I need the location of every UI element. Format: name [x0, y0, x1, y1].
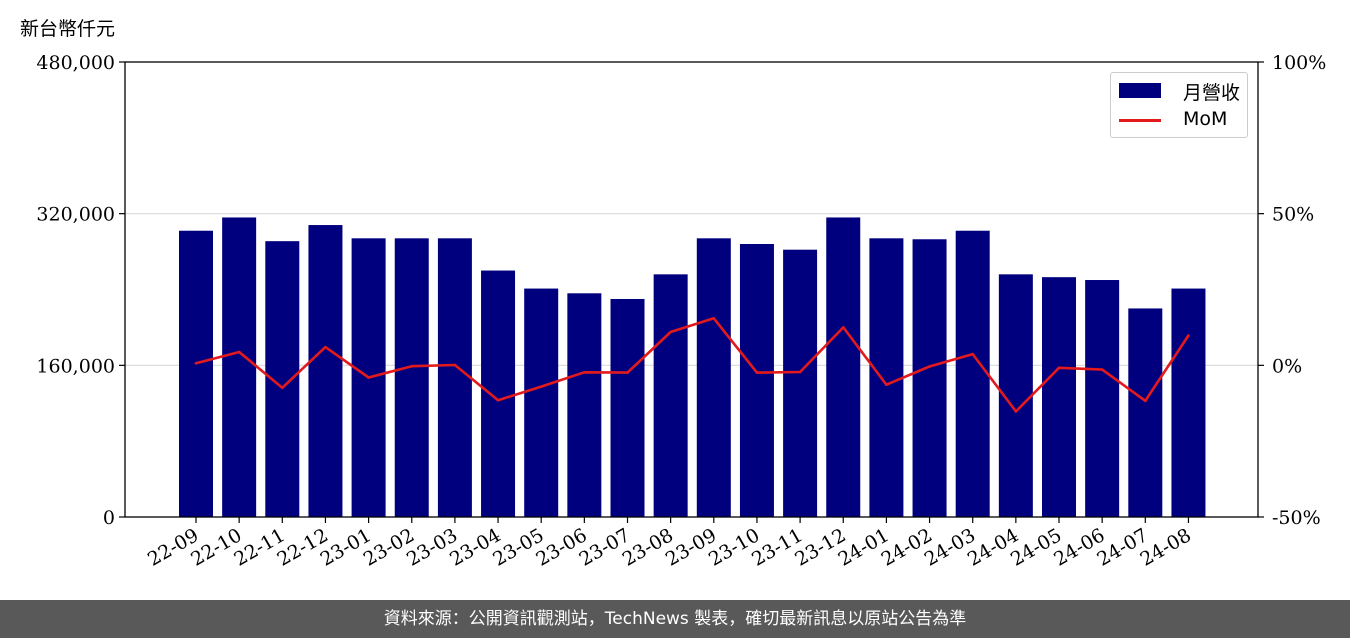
- mom-point-23-08: [669, 330, 672, 334]
- right-tick-label: 100%: [1272, 52, 1326, 74]
- bar-24-03: [955, 230, 990, 517]
- revenue-chart: 0160,000320,000480,000-50%0%50%100%22-09…: [36, 52, 1326, 571]
- right-tick-label: -50%: [1272, 507, 1321, 529]
- bar-23-07: [610, 298, 645, 517]
- bar-23-12: [826, 217, 861, 518]
- mom-line: [195, 316, 1190, 413]
- mom-point-23-12: [841, 326, 845, 329]
- bar-22-12: [308, 225, 343, 517]
- bar-24-08: [1171, 288, 1206, 517]
- legend-item-revenue: 月營收: [1119, 76, 1243, 104]
- mom-point-23-03: [453, 363, 457, 367]
- bar-23-06: [567, 293, 602, 517]
- mom-point-23-10: [755, 371, 759, 374]
- left-tick-label: 160,000: [36, 355, 115, 377]
- mom-point-23-05: [539, 385, 543, 388]
- left-tick-label: 320,000: [36, 204, 115, 226]
- bar-23-10: [739, 244, 774, 517]
- left-tick-label: 0: [103, 507, 115, 529]
- bar-23-04: [481, 270, 516, 517]
- legend-label-revenue: 月營收: [1183, 82, 1241, 104]
- mom-point-24-07: [1144, 399, 1147, 403]
- bar-24-01: [869, 238, 904, 517]
- source-footer: 資料來源：公開資訊觀測站，TechNews 製表，確切最新訊息以原站公告為準: [0, 600, 1350, 638]
- bar-23-11: [783, 249, 818, 517]
- legend-label-mom: MoM: [1183, 108, 1228, 130]
- mom-point-24-05: [1057, 366, 1061, 370]
- mom-point-23-01: [367, 376, 370, 379]
- plot-frame: [124, 61, 1259, 518]
- mom-point-24-01: [885, 383, 888, 387]
- mom-point-22-12: [324, 345, 327, 349]
- bar-23-05: [524, 288, 559, 517]
- bar-23-08: [653, 274, 688, 517]
- bar-23-02: [394, 238, 429, 517]
- bar-24-06: [1085, 280, 1120, 517]
- bar-24-05: [1042, 277, 1076, 517]
- mom-point-23-04: [496, 398, 500, 402]
- mom-point-23-07: [626, 371, 629, 374]
- bar-22-09: [179, 230, 213, 517]
- mom-point-24-06: [1100, 368, 1104, 371]
- mom-point-22-10: [237, 350, 241, 354]
- right-tick-label: 0%: [1272, 355, 1302, 377]
- mom-point-23-06: [583, 371, 586, 374]
- bar-24-02: [912, 239, 947, 517]
- mom-point-24-08: [1187, 334, 1190, 337]
- bar-22-10: [222, 217, 257, 518]
- x-tick-label-24-08: 24-08: [1137, 524, 1195, 570]
- bar-24-07: [1128, 308, 1163, 517]
- bar-23-03: [437, 238, 472, 517]
- right-tick-label: 50%: [1272, 204, 1314, 226]
- mom-point-23-02: [410, 364, 414, 368]
- mom-point-23-09: [712, 317, 716, 320]
- legend: 月營收 MoM: [1110, 72, 1248, 138]
- mom-point-24-04: [1014, 410, 1018, 413]
- mom-point-22-11: [281, 386, 284, 390]
- mom-point-24-02: [928, 365, 931, 368]
- mom-point-22-09: [194, 361, 198, 365]
- bar-23-09: [696, 238, 731, 517]
- mom-point-23-11: [798, 370, 802, 374]
- unit-label: 新台幣仟元: [20, 18, 116, 40]
- legend-swatch-revenue: [1119, 83, 1161, 98]
- left-tick-label: 480,000: [36, 52, 115, 74]
- legend-item-mom: MoM: [1119, 106, 1243, 134]
- legend-swatch-mom: [1119, 119, 1161, 122]
- mom-point-24-03: [971, 352, 974, 356]
